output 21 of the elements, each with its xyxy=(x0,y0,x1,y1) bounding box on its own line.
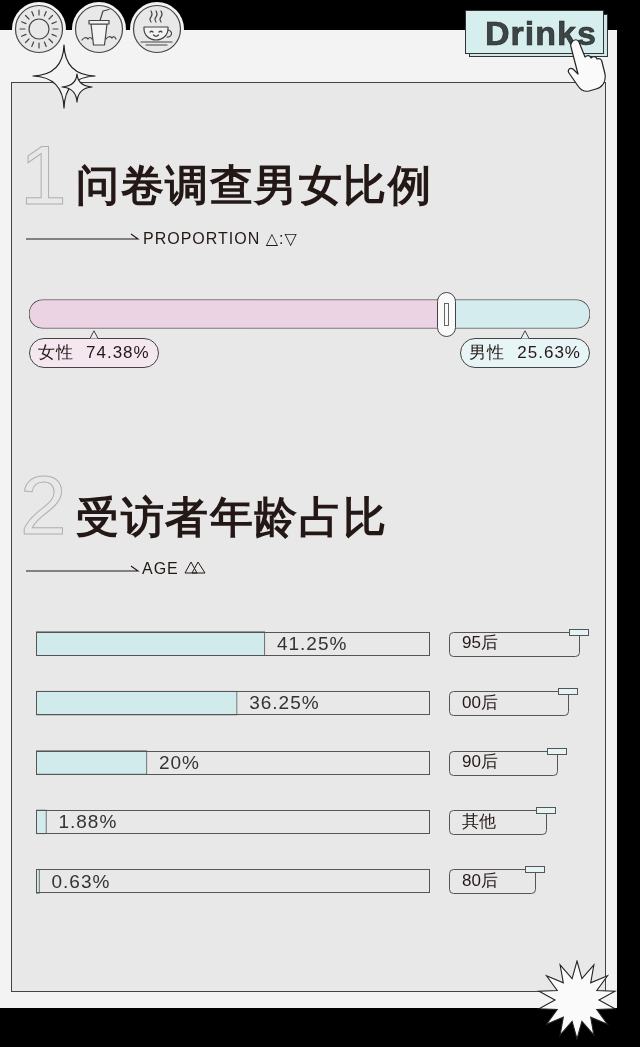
y-tick-label: 90后 xyxy=(462,752,498,772)
data-label: 0.63% xyxy=(51,870,111,892)
y-tick-label: 其他 xyxy=(462,811,496,831)
data-label: 74.38% xyxy=(86,342,150,362)
series-label: 男性 xyxy=(469,342,506,362)
data-label: 41.25% xyxy=(276,632,348,654)
text: Drinks xyxy=(485,14,597,52)
y-tick-label: 95后 xyxy=(462,633,498,653)
data-label: 25.63% xyxy=(517,342,581,362)
data-label: 36.25% xyxy=(249,692,320,714)
data-label: 20% xyxy=(158,751,201,773)
text: 1 xyxy=(20,128,67,222)
y-tick-label: 00后 xyxy=(462,692,498,712)
chart-title: 问卷调查男女比例 xyxy=(76,161,432,209)
chart-title: 受访者年龄占比 xyxy=(76,493,388,541)
series-label: 女性 xyxy=(38,342,74,362)
chart-subtitle: AGE xyxy=(142,560,179,577)
data-label: 1.88% xyxy=(58,811,118,833)
chart-subtitle: PROPORTION △:▽ xyxy=(143,230,298,247)
y-tick-label: 80后 xyxy=(462,870,498,890)
text: 2 xyxy=(20,458,67,552)
